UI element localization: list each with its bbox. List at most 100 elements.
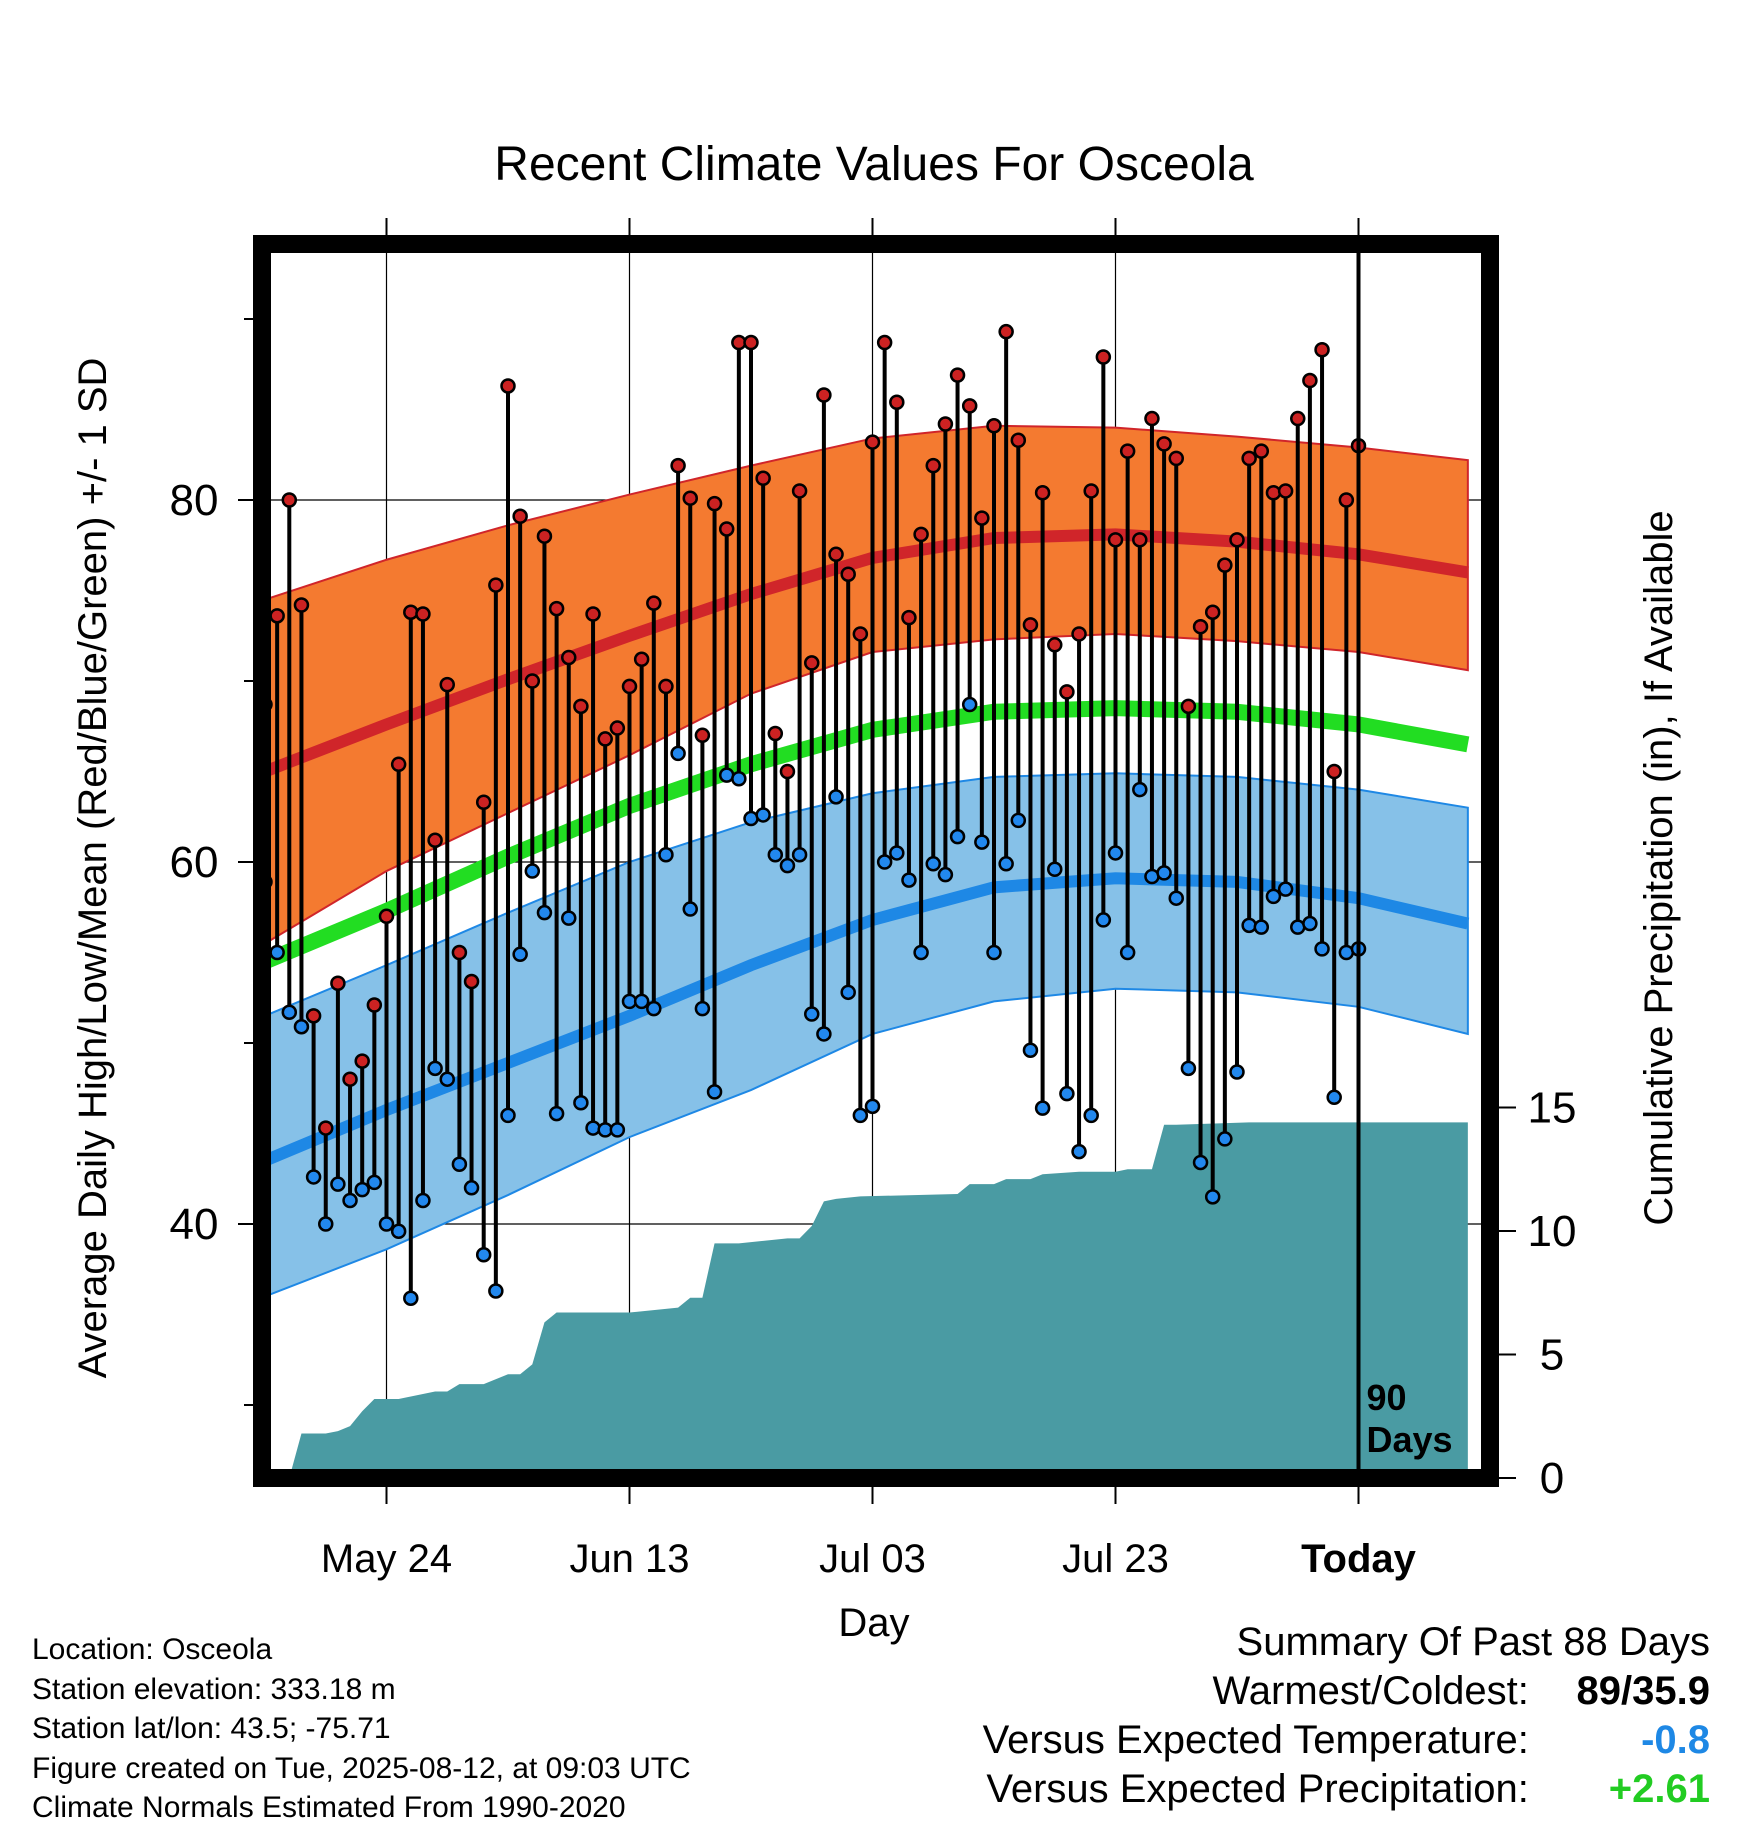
x-tick-label: Jul 03 <box>819 1537 926 1581</box>
low-point <box>451 1156 468 1173</box>
high-point <box>1192 618 1209 635</box>
y-tick-label: 40 <box>170 1200 219 1249</box>
normals-text: Climate Normals Estimated From 1990-2020 <box>32 1791 626 1824</box>
high-point <box>1107 532 1124 548</box>
low-point <box>755 807 771 823</box>
low-point <box>293 1018 310 1035</box>
x-tick-label: May 24 <box>321 1537 452 1581</box>
high-point <box>779 763 796 780</box>
low-point <box>548 1105 565 1122</box>
low-point <box>1168 890 1184 906</box>
high-point <box>1144 410 1160 427</box>
high-point <box>816 387 832 403</box>
low-point <box>633 993 650 1010</box>
high-point <box>1314 342 1330 358</box>
summary-warmest-coldest: Warmest/Coldest: 89/35.9 <box>983 1667 1711 1716</box>
high-point <box>1156 436 1172 452</box>
x-tick-label: Jul 23 <box>1062 1537 1169 1581</box>
high-point <box>876 334 893 351</box>
summary-title: Summary Of Past 88 Days <box>1236 1620 1710 1664</box>
low-point <box>816 1026 832 1042</box>
high-point <box>840 566 856 582</box>
high-point <box>609 720 626 736</box>
low-point <box>1071 1143 1087 1160</box>
high-point <box>1302 372 1318 389</box>
y-tick-label: 60 <box>170 838 219 887</box>
low-point <box>390 1223 407 1239</box>
low-point <box>561 910 577 926</box>
high-point <box>1204 604 1221 620</box>
low-point <box>305 1169 322 1185</box>
low-point <box>378 1216 395 1232</box>
low-point <box>366 1174 383 1191</box>
high-point <box>791 483 808 499</box>
low-point <box>1302 915 1318 932</box>
low-point <box>609 1122 626 1138</box>
days-marker-label: 90 <box>1367 1377 1407 1418</box>
high-point <box>293 597 310 613</box>
high-point <box>1229 532 1245 548</box>
precip-deviation-value: +2.61 <box>1608 1767 1710 1811</box>
location-text: Location: Osceola <box>32 1633 273 1666</box>
high-point <box>366 997 383 1013</box>
high-point <box>305 1008 322 1024</box>
high-point <box>281 492 298 508</box>
low-point <box>949 828 966 845</box>
high-point <box>718 521 735 537</box>
precipitation-area <box>265 1122 1468 1478</box>
high-point <box>1338 492 1355 508</box>
high-point <box>974 510 990 526</box>
low-point <box>1192 1154 1209 1171</box>
high-point <box>585 606 601 622</box>
high-point <box>573 698 589 715</box>
y-tick-label: 80 <box>170 476 219 525</box>
low-point <box>840 984 856 1001</box>
temp-deviation-value: -0.8 <box>1641 1718 1710 1762</box>
low-point <box>682 901 698 917</box>
high-point <box>889 394 905 411</box>
high-point <box>342 1071 358 1087</box>
low-point <box>512 946 528 963</box>
high-point <box>864 434 881 450</box>
low-point <box>573 1094 589 1111</box>
high-point <box>804 655 820 671</box>
y2-axis-label: Cumulative Precipitation (in), If Availa… <box>1637 510 1681 1225</box>
high-point <box>1022 617 1039 633</box>
low-point <box>1265 888 1282 905</box>
summary-temp: Versus Expected Temperature: -0.8 <box>983 1716 1710 1765</box>
high-point <box>646 595 662 611</box>
y2-tick-label: 15 <box>1528 1084 1577 1133</box>
low-point <box>791 847 808 863</box>
high-point <box>378 908 395 925</box>
low-point <box>828 789 844 805</box>
high-point <box>755 470 771 487</box>
temp-deviation-label: Versus Expected Temperature: <box>982 1718 1529 1762</box>
high-point <box>1241 450 1257 467</box>
high-point <box>390 756 407 773</box>
high-point <box>913 526 929 543</box>
high-point <box>1132 532 1148 548</box>
low-point <box>415 1192 431 1209</box>
high-point <box>475 794 492 811</box>
low-point <box>475 1247 492 1263</box>
high-point <box>1047 637 1063 653</box>
high-point <box>743 334 759 351</box>
plot-clipped-group <box>262 244 1490 1478</box>
summary-precip: Versus Expected Precipitation: +2.61 <box>983 1765 1710 1814</box>
high-point <box>597 731 613 747</box>
low-point <box>439 1071 455 1087</box>
x-axis-label: Day <box>838 1601 909 1645</box>
low-point <box>706 1084 723 1100</box>
high-point <box>706 495 723 512</box>
low-point <box>974 834 990 850</box>
low-point <box>463 1180 480 1196</box>
high-point <box>269 608 285 624</box>
high-point <box>1326 763 1342 780</box>
low-point <box>342 1192 358 1209</box>
low-point <box>670 745 686 762</box>
low-point <box>500 1107 516 1124</box>
high-point <box>463 973 480 990</box>
y2-tick-label: 5 <box>1540 1331 1564 1380</box>
high-point <box>536 528 553 544</box>
